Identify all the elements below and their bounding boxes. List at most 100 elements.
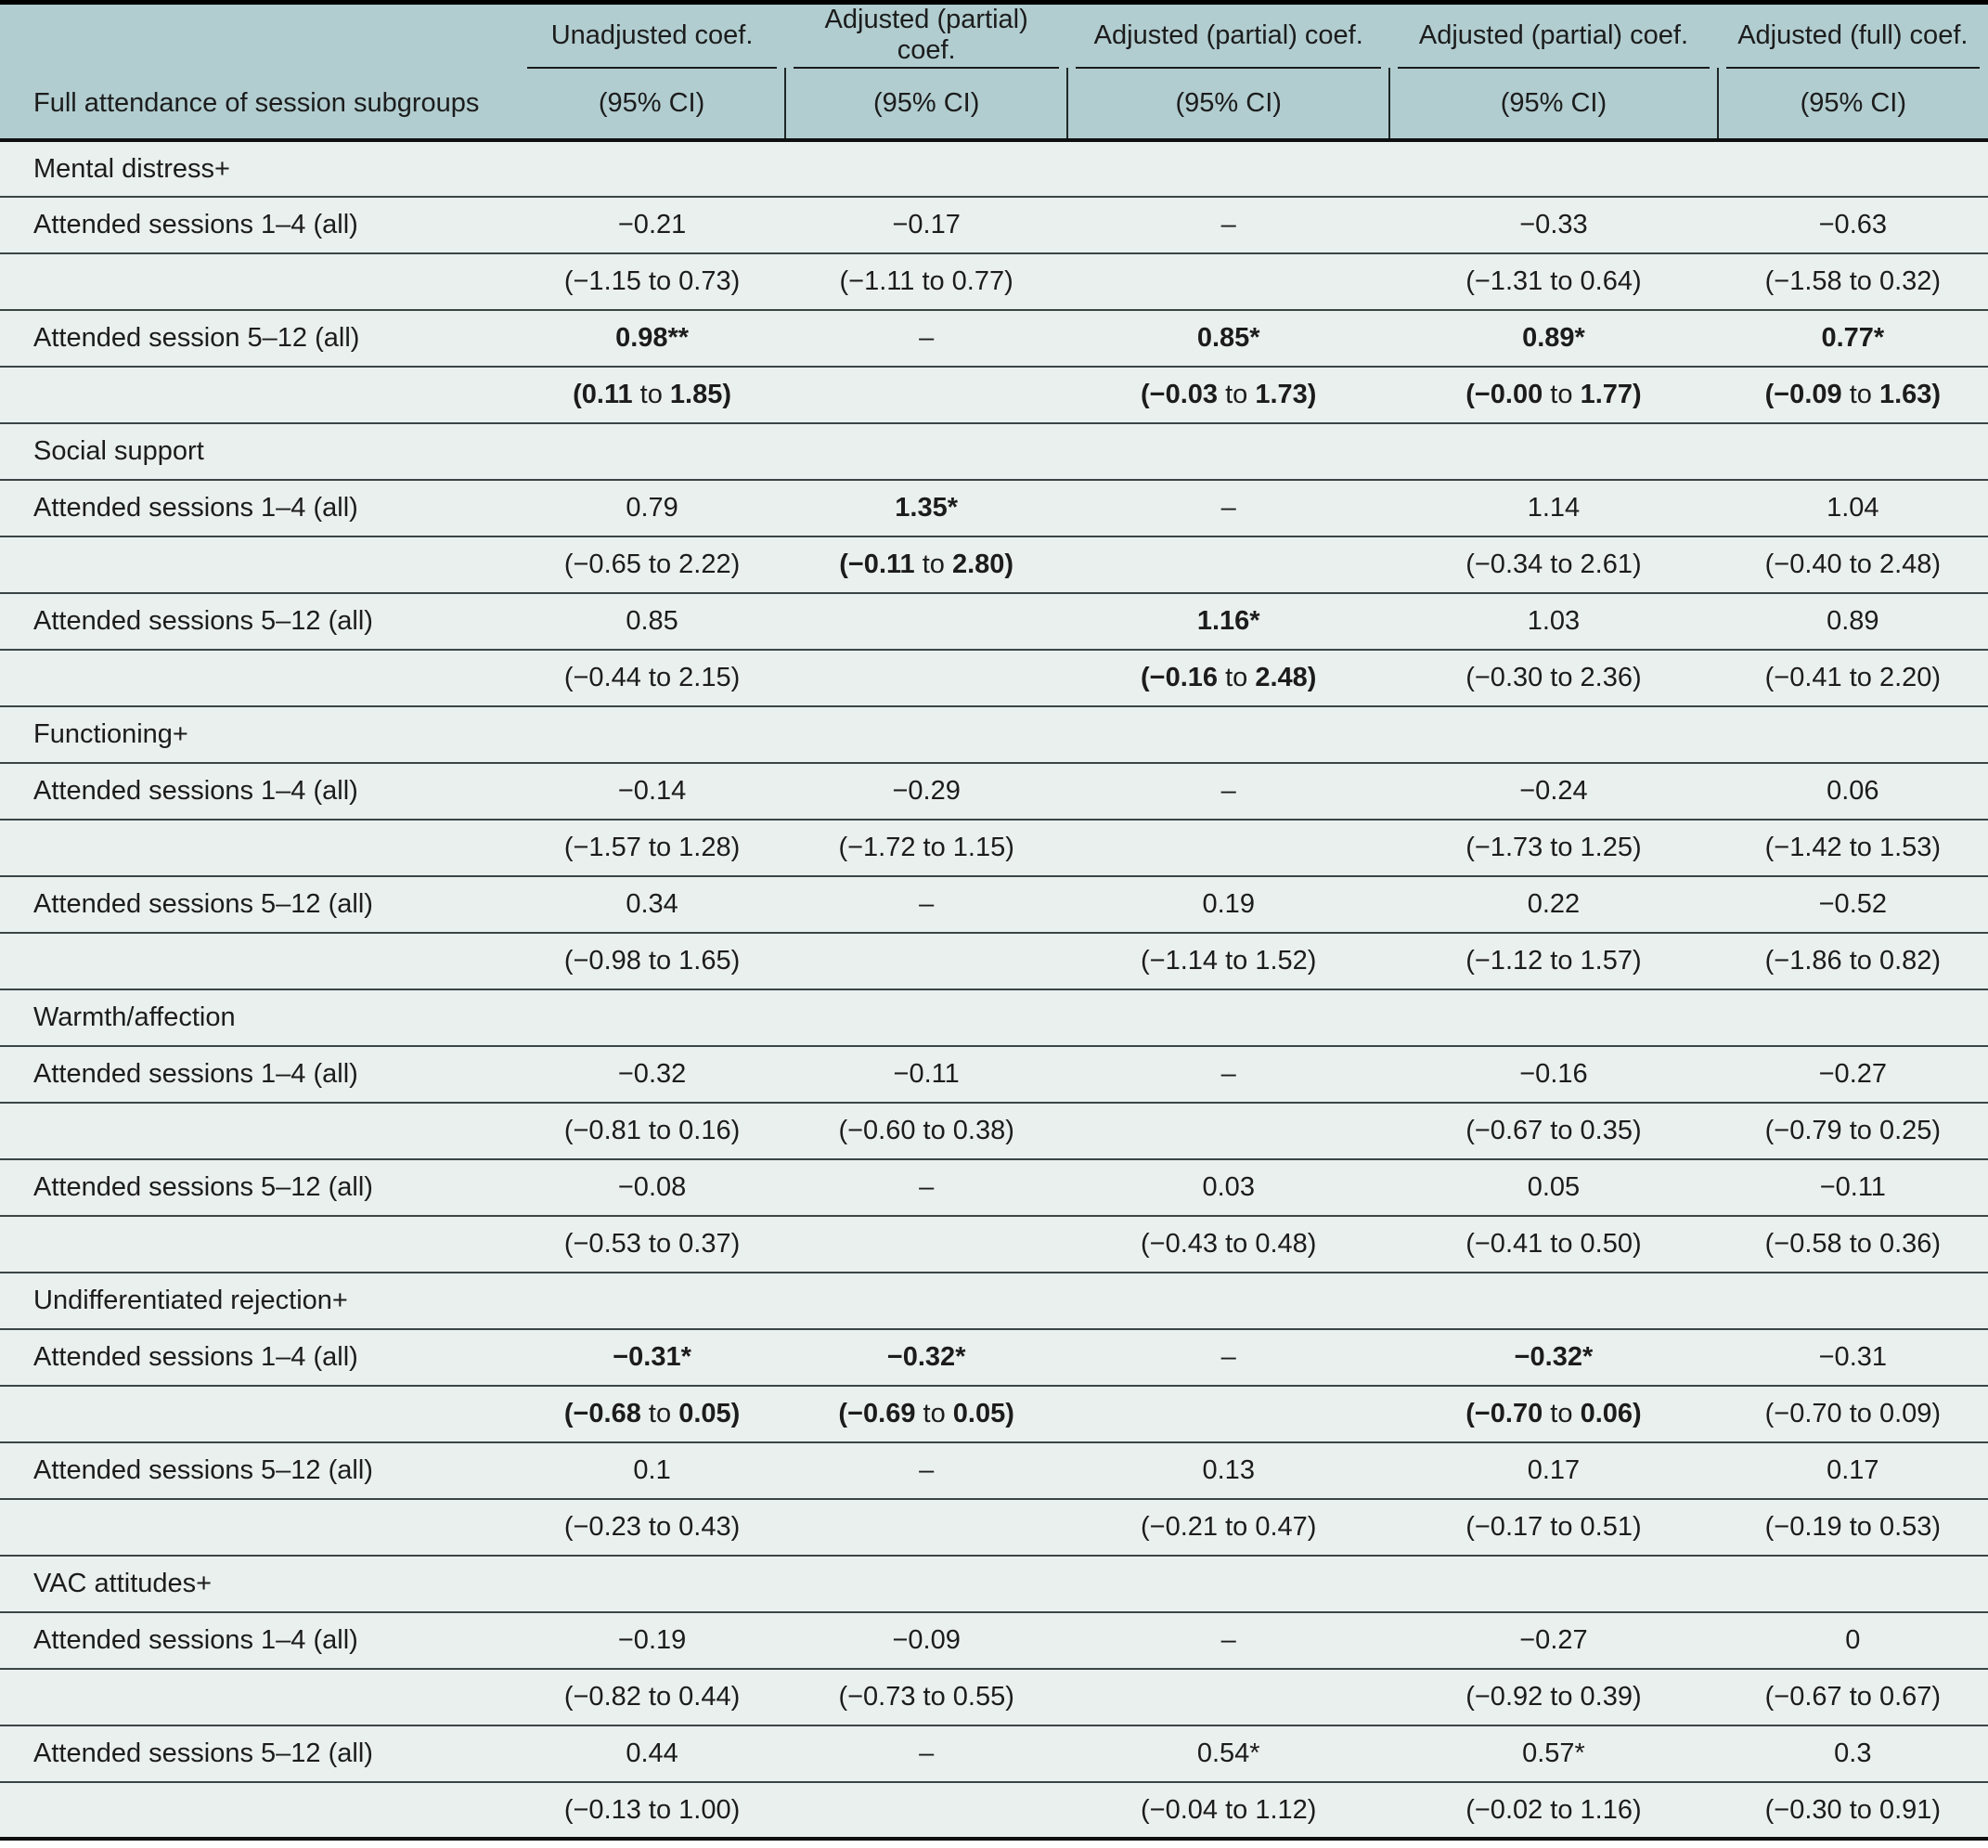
section-row: Undifferentiated rejection+: [0, 1273, 1988, 1329]
ci-cell: (−0.53 to 0.37): [563, 1229, 741, 1259]
section-row: Mental distress+: [0, 140, 1988, 197]
coef-cell: 0.22: [1527, 889, 1581, 919]
coef-cell: −0.52: [1818, 889, 1888, 919]
coef-cell: 1.14: [1527, 493, 1581, 523]
section-empty-cell: [1389, 989, 1717, 1046]
section-empty-cell: [1718, 140, 1988, 197]
column-header-adjusted-partial-1: Adjusted (partial) coef.: [785, 3, 1067, 69]
coef-cell: –: [1220, 1625, 1236, 1655]
coef-cell: 0.06: [1827, 776, 1879, 806]
coef-cell: –: [1220, 493, 1236, 523]
ci-row: (−0.44 to 2.15) (−0.16 to 2.48) (−0.30 to …: [0, 650, 1988, 706]
coef-cell: [785, 593, 1067, 650]
section-empty-cell: [1718, 989, 1988, 1046]
coef-cell: −0.32: [617, 1059, 687, 1089]
row-label-empty: [0, 367, 519, 423]
section-empty-cell: [785, 706, 1067, 763]
coef-cell: 0.85: [626, 606, 678, 636]
coef-cell: –: [919, 323, 935, 353]
ci-cell: [1067, 1669, 1389, 1725]
section-empty-cell: [519, 1556, 785, 1612]
coef-row: Attended sessions 1–4 (all) −0.21 −0.17 – −0…: [0, 197, 1988, 253]
coef-cell: 1.35*: [895, 493, 959, 523]
coef-row: Attended sessions 5–12 (all) 0.85 1.16* 1.0…: [0, 593, 1988, 650]
ci-cell: (−0.65 to 2.22): [563, 549, 741, 579]
ci-cell: [1067, 1103, 1389, 1159]
row-label: Attended session 5–12 (all): [33, 323, 360, 353]
section-empty-cell: [519, 989, 785, 1046]
coef-cell: −0.24: [1519, 776, 1588, 806]
section-empty-cell: [519, 140, 785, 197]
coef-cell: 0.34: [626, 889, 678, 919]
row-label-empty: [0, 933, 519, 989]
header-row-coef-labels: Unadjusted coef. Adjusted (partial) coef…: [0, 3, 1988, 69]
ci-cell: [785, 650, 1067, 706]
coef-row: Attended sessions 1–4 (all) −0.19 −0.09 – −0…: [0, 1612, 1988, 1669]
ci-cell: (−0.13 to 1.00): [563, 1794, 741, 1825]
row-label: Attended sessions 5–12 (all): [33, 606, 373, 636]
ci-cell: (−0.58 to 0.36): [1764, 1229, 1942, 1259]
coef-cell: −0.11: [893, 1059, 960, 1089]
section-title: Undifferentiated rejection+: [33, 1286, 348, 1315]
coef-cell: 0.05: [1527, 1172, 1581, 1202]
ci-cell: (−0.67 to 0.35): [1465, 1116, 1642, 1145]
ci-cell: (−0.68 to 0.05): [563, 1399, 741, 1428]
column-header-label: Adjusted (partial) coef.: [1093, 19, 1363, 50]
section-row: Social support: [0, 423, 1988, 480]
ci-cell: (−0.41 to 2.20): [1764, 663, 1942, 692]
section-empty-cell: [1718, 1556, 1988, 1612]
coef-row: Attended sessions 1–4 (all) 0.79 1.35* – 1.1…: [0, 480, 1988, 536]
coef-cell: 1.04: [1827, 493, 1879, 523]
header-corner-cell: [0, 3, 519, 69]
ci-header-2: (95% CI): [784, 68, 1068, 140]
coef-row: Attended sessions 5–12 (all) 0.34 – 0.19 0.2…: [0, 876, 1988, 933]
coef-cell: –: [919, 1455, 935, 1485]
ci-cell: (−1.58 to 0.32): [1764, 266, 1942, 296]
column-header-unadjusted: Unadjusted coef.: [519, 3, 785, 69]
section-empty-cell: [1067, 1556, 1389, 1612]
row-label: Attended sessions 1–4 (all): [33, 210, 358, 239]
section-empty-cell: [1718, 1273, 1988, 1329]
row-label-empty: [0, 1216, 519, 1273]
ci-row: (−0.53 to 0.37) (−0.43 to 0.48) (−0.41 to …: [0, 1216, 1988, 1273]
coef-cell: 0.1: [633, 1455, 671, 1485]
ci-cell: [785, 1216, 1067, 1273]
column-header-label: Adjusted (full) coef.: [1737, 19, 1969, 50]
ci-cell: [1067, 253, 1389, 310]
ci-cell: (−0.98 to 1.65): [563, 946, 741, 976]
ci-cell: (−0.04 to 1.12): [1141, 1794, 1317, 1825]
section-title: Mental distress+: [33, 153, 230, 184]
section-empty-cell: [1067, 140, 1389, 197]
section-empty-cell: [1389, 423, 1717, 480]
ci-cell: (−0.43 to 0.48): [1141, 1229, 1317, 1259]
section-empty-cell: [785, 140, 1067, 197]
coef-cell: 0.85*: [1196, 323, 1260, 353]
ci-cell: (−0.30 to 0.91): [1764, 1794, 1942, 1825]
column-header-label: Adjusted (partial) coef.: [1418, 19, 1689, 50]
ci-cell: (0.11 to 1.85): [573, 380, 732, 409]
row-label: Attended sessions 5–12 (all): [33, 889, 373, 919]
coef-cell: 0: [1845, 1625, 1861, 1655]
coef-cell: 0.44: [626, 1738, 678, 1768]
row-label: Attended sessions 5–12 (all): [33, 1455, 373, 1485]
section-row: Warmth/affection: [0, 989, 1988, 1046]
section-empty-cell: [1389, 140, 1717, 197]
row-label-empty: [0, 820, 519, 876]
section-empty-cell: [1067, 706, 1389, 763]
section-row: Functioning+: [0, 706, 1988, 763]
ci-cell: (−1.12 to 1.57): [1465, 946, 1642, 976]
section-empty-cell: [519, 423, 785, 480]
ci-row: (−0.23 to 0.43) (−0.21 to 0.47) (−0.17 to …: [0, 1499, 1988, 1556]
ci-cell: (−0.41 to 0.50): [1465, 1229, 1642, 1259]
ci-cell: (−0.67 to 0.67): [1764, 1682, 1942, 1712]
row-label: Attended sessions 1–4 (all): [33, 493, 358, 523]
ci-cell: (−0.19 to 0.53): [1764, 1512, 1942, 1542]
ci-cell: (−0.70 to 0.06): [1465, 1399, 1642, 1428]
row-label-empty: [0, 1669, 519, 1725]
coef-cell: 0.57*: [1522, 1738, 1585, 1768]
coef-cell: −0.19: [617, 1625, 687, 1655]
coef-cell: 0.54*: [1196, 1738, 1260, 1768]
row-label: Attended sessions 1–4 (all): [33, 1342, 358, 1372]
ci-cell: [785, 1782, 1067, 1839]
